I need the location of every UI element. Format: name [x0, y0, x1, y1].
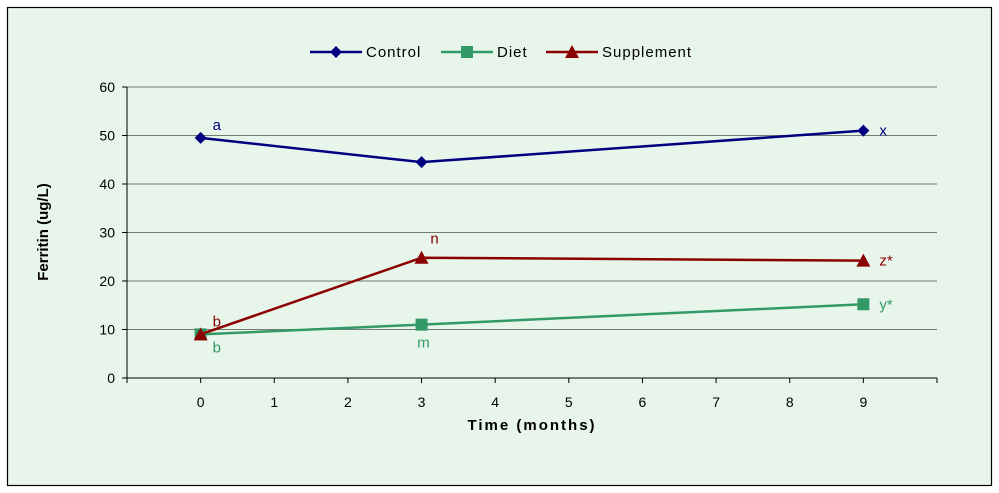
x-tick-label: 0 — [197, 394, 205, 410]
annotation-label: y* — [879, 296, 893, 313]
legend: Control Diet Supplement — [310, 44, 692, 61]
y-tick-label: 10 — [99, 322, 115, 338]
y-tick-label: 20 — [99, 273, 115, 289]
data-point-control — [415, 156, 428, 169]
gridlines — [127, 86, 937, 330]
data-point-supplement — [414, 250, 429, 264]
chart-area-background — [6, 6, 993, 487]
x-tick-label: 9 — [859, 394, 867, 410]
y-tick-label: 50 — [99, 128, 115, 144]
annotation-label: x — [879, 123, 887, 140]
y-tick-label: 0 — [107, 370, 115, 386]
x-tick-label: 2 — [344, 394, 352, 410]
legend-label-control: Control — [366, 44, 421, 61]
data-point-control — [194, 131, 207, 144]
y-axis-title: Ferritin (ug/L) — [35, 183, 52, 281]
x-tick-label: 8 — [786, 394, 794, 410]
x-axis-title: Time (months) — [467, 417, 596, 434]
x-tick-label: 1 — [270, 394, 278, 410]
annotation-label: b — [213, 313, 221, 330]
annotation-label: n — [430, 231, 438, 248]
data-point-control — [857, 124, 870, 137]
legend-marker-diet — [461, 46, 473, 58]
x-tick-label: 5 — [565, 394, 573, 410]
legend-label-supplement: Supplement — [602, 44, 692, 61]
data-point-supplement — [193, 327, 208, 341]
legend-label-diet: Diet — [497, 44, 528, 61]
legend-marker-control — [330, 46, 342, 58]
data-point-diet — [857, 298, 870, 311]
x-tick-label: 6 — [639, 394, 647, 410]
data-point-supplement — [856, 253, 871, 267]
series-group — [193, 124, 871, 341]
x-tick-label: 3 — [418, 394, 426, 410]
legend-marker-supplement — [565, 45, 579, 58]
y-tick-label: 30 — [99, 225, 115, 241]
annotation-label: b — [213, 339, 221, 356]
x-tick-label: 4 — [491, 394, 499, 410]
axes: 0 10 20 30 40 50 60 0 1 2 3 4 5 6 7 8 9 — [99, 79, 938, 410]
annotations-group: a x b m y* b n z* — [213, 117, 893, 356]
annotation-label: m — [417, 335, 430, 352]
x-tick-label: 7 — [712, 394, 720, 410]
y-tick-label: 40 — [99, 176, 115, 192]
annotation-label: a — [213, 117, 222, 134]
y-tick-label: 60 — [99, 79, 115, 95]
annotation-label: z* — [879, 253, 893, 270]
data-point-diet — [415, 318, 428, 331]
